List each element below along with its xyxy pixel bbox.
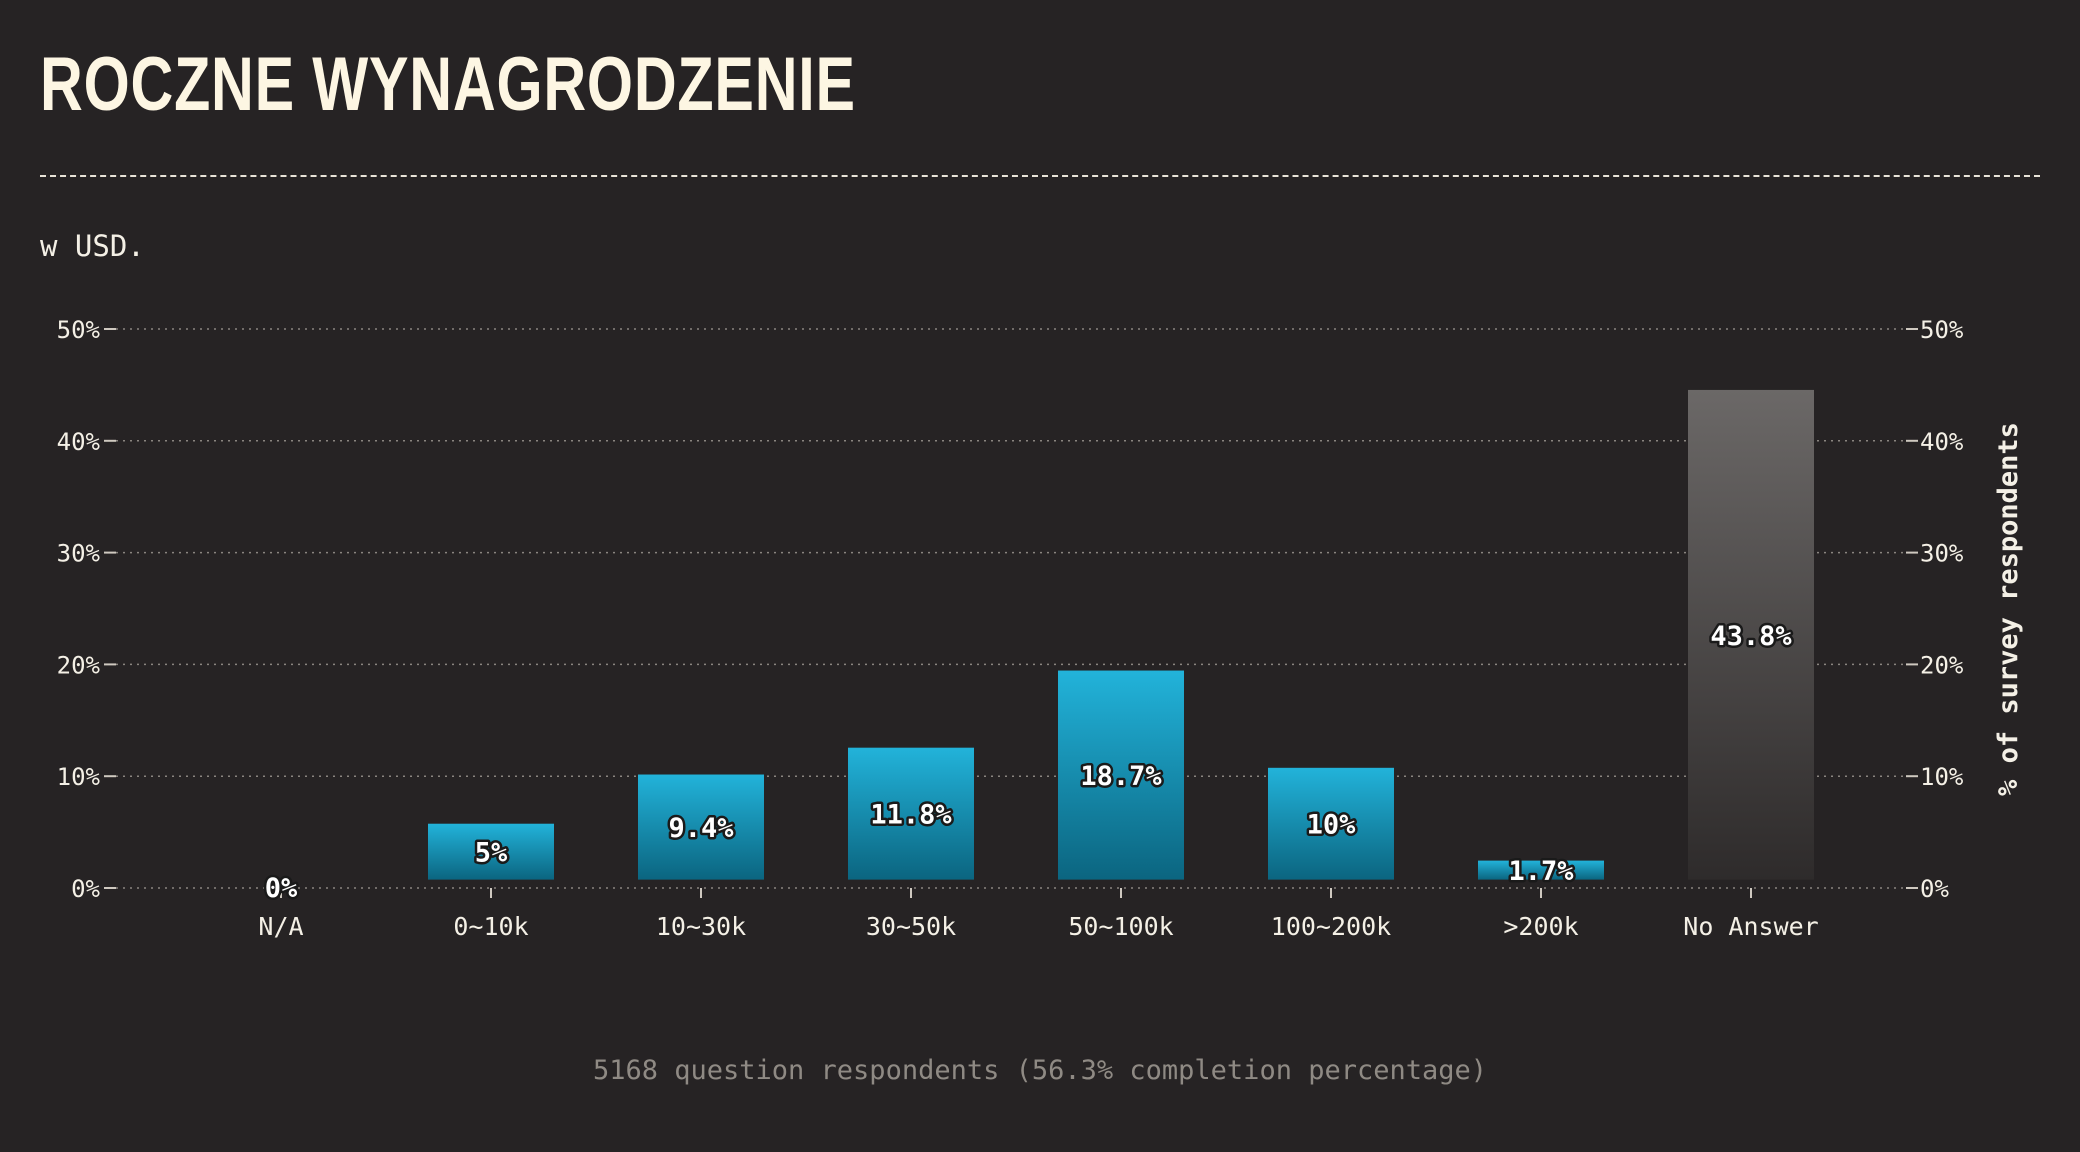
y-tick-label-right: 0% xyxy=(1920,875,1949,903)
y-tick-label-left: 40% xyxy=(57,428,101,456)
respondents-note: 5168 question respondents (56.3% complet… xyxy=(592,1055,1488,1086)
data-label: 18.7% xyxy=(1080,761,1162,792)
data-label: 11.8% xyxy=(870,800,952,831)
x-tick-label: No Answer xyxy=(1683,912,1818,941)
y-tick-label-right: 20% xyxy=(1920,651,1964,679)
x-tick-label: >200k xyxy=(1503,912,1578,941)
bar xyxy=(638,774,764,880)
y-tick-label-left: 0% xyxy=(71,875,100,903)
data-label: 5% xyxy=(475,838,508,869)
y-tick-label-right: 50% xyxy=(1920,316,1964,344)
grid-lines: 0% 0% 10% 10% 20% 20% 30% 30% 40% 40% 50% 50% % of s… xyxy=(57,316,2024,903)
x-tick-label: 10~30k xyxy=(656,912,746,941)
bar xyxy=(1268,767,1394,880)
data-label: 10% xyxy=(1307,810,1357,841)
x-tick-label: 0~10k xyxy=(453,912,528,941)
bar xyxy=(848,747,974,880)
title-divider xyxy=(40,175,2040,177)
bar xyxy=(1688,389,1814,880)
y-tick-label-right: 40% xyxy=(1920,428,1964,456)
y-tick-label-left: 50% xyxy=(57,316,101,344)
y-tick-label-left: 30% xyxy=(57,540,101,568)
bar xyxy=(1058,670,1184,880)
chart-subtitle: w USD. xyxy=(40,229,145,263)
x-tick-label: N/A xyxy=(258,912,303,941)
value-labels: N/A 0% 0~10k 5% 10~30k 9.4% 30~50k 11.8% 50~100k… xyxy=(258,618,1818,941)
chart-title: ROCZNE WYNAGRODZENIE xyxy=(40,42,856,127)
y-axis-label: % of survey respondents xyxy=(1993,422,2024,796)
y-tick-label-right: 10% xyxy=(1920,763,1964,791)
y-tick-label-left: 10% xyxy=(57,763,101,791)
data-label: 9.4% xyxy=(668,813,734,844)
bars xyxy=(280,389,1814,898)
x-tick-label: 50~100k xyxy=(1068,912,1173,941)
data-label: 1.7% xyxy=(1508,856,1574,887)
x-tick-label: 30~50k xyxy=(866,912,956,941)
y-tick-label-left: 20% xyxy=(57,651,101,679)
data-label: 0% xyxy=(265,873,298,904)
bar xyxy=(1478,860,1604,880)
y-tick-label-right: 30% xyxy=(1920,540,1964,568)
data-label: 43.8% xyxy=(1710,621,1792,652)
x-tick-label: 100~200k xyxy=(1271,912,1391,941)
bar xyxy=(428,823,554,880)
